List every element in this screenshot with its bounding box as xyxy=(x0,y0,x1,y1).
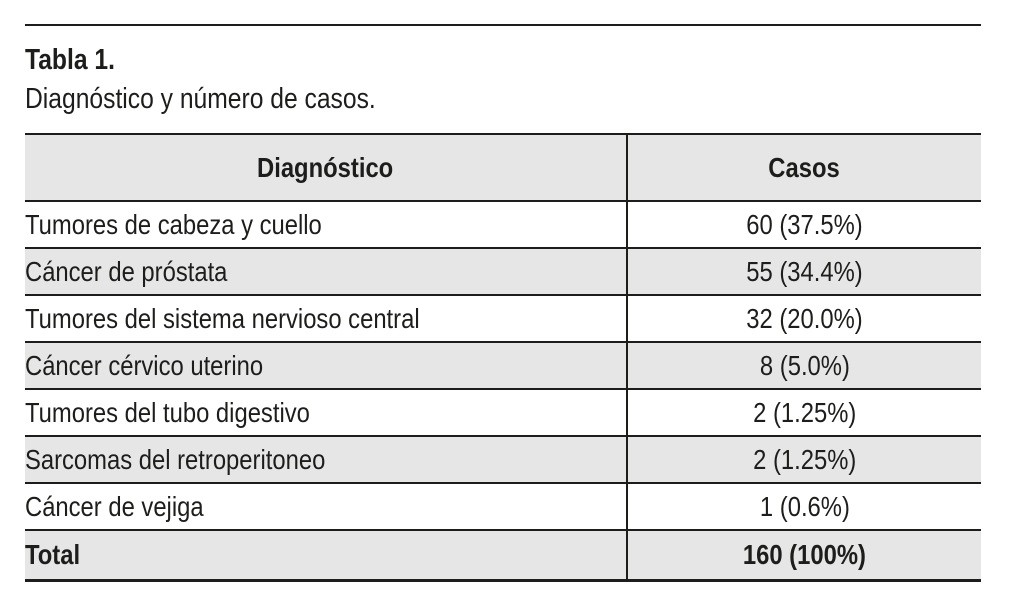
diagnosis-cell: Tumores del sistema nervioso central xyxy=(25,295,628,343)
diagnosis-text: Tumores del tubo digestivo xyxy=(25,396,310,428)
cases-cell: 60 (37.5%) xyxy=(627,201,981,249)
total-label-cell: Total xyxy=(25,530,628,582)
table-row: Tumores de cabeza y cuello 60 (37.5%) xyxy=(25,201,981,249)
diagnosis-text: Cáncer cérvico uterino xyxy=(25,349,264,381)
table-row: Tumores del sistema nervioso central 32 … xyxy=(25,295,981,343)
diagnosis-text: Sarcomas del retroperitoneo xyxy=(25,443,326,475)
table-label-text: Tabla 1. xyxy=(25,44,115,76)
cases-cell: 1 (0.6%) xyxy=(627,483,981,531)
column-header-casos-text: Casos xyxy=(768,151,841,183)
table-row: Tumores del tubo digestivo 2 (1.25%) xyxy=(25,389,981,437)
cases-text: 8 (5.0%) xyxy=(759,349,850,381)
diagnosis-text: Cáncer de próstata xyxy=(25,255,228,287)
diagnosis-cases-table: Diagnóstico Casos Tumores de cabeza y cu… xyxy=(25,133,981,582)
diagnosis-text: Cáncer de vejiga xyxy=(25,490,204,522)
table-caption-text: Diagnóstico y número de casos. xyxy=(25,83,376,115)
diagnosis-cell: Cáncer de próstata xyxy=(25,248,628,296)
cases-text: 55 (34.4%) xyxy=(746,255,863,287)
column-header-diagnostico: Diagnóstico xyxy=(25,134,628,202)
top-divider-rule xyxy=(25,24,981,26)
table-row: Sarcomas del retroperitoneo 2 (1.25%) xyxy=(25,436,981,484)
total-cases-cell: 160 (100%) xyxy=(627,530,981,582)
diagnosis-cell: Cáncer de vejiga xyxy=(25,483,628,531)
cases-cell: 8 (5.0%) xyxy=(627,342,981,390)
cases-cell: 32 (20.0%) xyxy=(627,295,981,343)
diagnosis-cell: Cáncer cérvico uterino xyxy=(25,342,628,390)
total-row: Total 160 (100%) xyxy=(25,530,981,582)
column-header-casos: Casos xyxy=(627,134,981,202)
cases-text: 32 (20.0%) xyxy=(746,302,863,334)
diagnosis-cell: Tumores del tubo digestivo xyxy=(25,389,628,437)
header-row: Diagnóstico Casos xyxy=(25,134,981,202)
table-row: Cáncer cérvico uterino 8 (5.0%) xyxy=(25,342,981,390)
cases-text: 2 (1.25%) xyxy=(752,396,857,428)
table-row: Cáncer de próstata 55 (34.4%) xyxy=(25,248,981,296)
table-caption: Diagnóstico y número de casos. xyxy=(25,82,438,116)
cases-text: 1 (0.6%) xyxy=(759,490,850,522)
cases-cell: 2 (1.25%) xyxy=(627,436,981,484)
diagnosis-text: Tumores del sistema nervioso central xyxy=(25,302,420,334)
cases-text: 60 (37.5%) xyxy=(746,208,863,240)
cases-cell: 55 (34.4%) xyxy=(627,248,981,296)
column-header-diagnostico-text: Diagnóstico xyxy=(257,151,394,183)
table-row: Cáncer de vejiga 1 (0.6%) xyxy=(25,483,981,531)
total-cases-text: 160 (100%) xyxy=(742,539,867,570)
diagnosis-text: Tumores de cabeza y cuello xyxy=(25,208,322,240)
diagnosis-cell: Tumores de cabeza y cuello xyxy=(25,201,628,249)
total-label-text: Total xyxy=(25,539,81,570)
cases-cell: 2 (1.25%) xyxy=(627,389,981,437)
table-label: Tabla 1. xyxy=(25,44,131,76)
cases-text: 2 (1.25%) xyxy=(752,443,857,475)
diagnosis-cell: Sarcomas del retroperitoneo xyxy=(25,436,628,484)
